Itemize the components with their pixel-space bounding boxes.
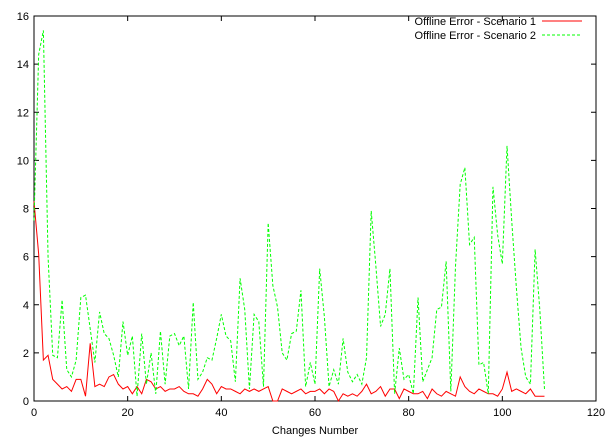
- x-axis-title: Changes Number: [272, 425, 359, 437]
- x-tick-label: 120: [587, 407, 605, 419]
- series-line-scenario-1: [33, 201, 545, 403]
- x-axis: 0 20 40 60 80 100 120: [31, 16, 605, 419]
- y-axis: 0 2 4 6 8 10 12 14 16: [17, 11, 596, 408]
- y-tick-label: 14: [17, 59, 29, 71]
- series-line-scenario-2: [33, 30, 545, 397]
- y-tick-label: 6: [23, 252, 29, 264]
- legend-label-scenario-2: Offline Error - Scenario 2: [415, 30, 536, 42]
- y-tick-label: 0: [23, 396, 29, 408]
- x-tick-label: 80: [403, 407, 415, 419]
- x-tick-label: 20: [122, 407, 134, 419]
- x-tick-label: 60: [309, 407, 321, 419]
- y-tick-label: 4: [23, 300, 29, 312]
- y-tick-label: 2: [23, 348, 29, 360]
- series-group: [33, 30, 545, 403]
- x-tick-label: 100: [493, 407, 511, 419]
- y-tick-label: 12: [17, 107, 29, 119]
- legend: Offline Error - Scenario 1 Offline Error…: [415, 16, 582, 42]
- y-tick-label: 8: [23, 204, 29, 216]
- y-tick-label: 10: [17, 155, 29, 167]
- legend-label-scenario-1: Offline Error - Scenario 1: [415, 16, 536, 28]
- y-tick-label: 16: [17, 11, 29, 23]
- x-tick-label: 0: [31, 407, 37, 419]
- plot-frame: [33, 15, 597, 402]
- x-tick-label: 40: [215, 407, 227, 419]
